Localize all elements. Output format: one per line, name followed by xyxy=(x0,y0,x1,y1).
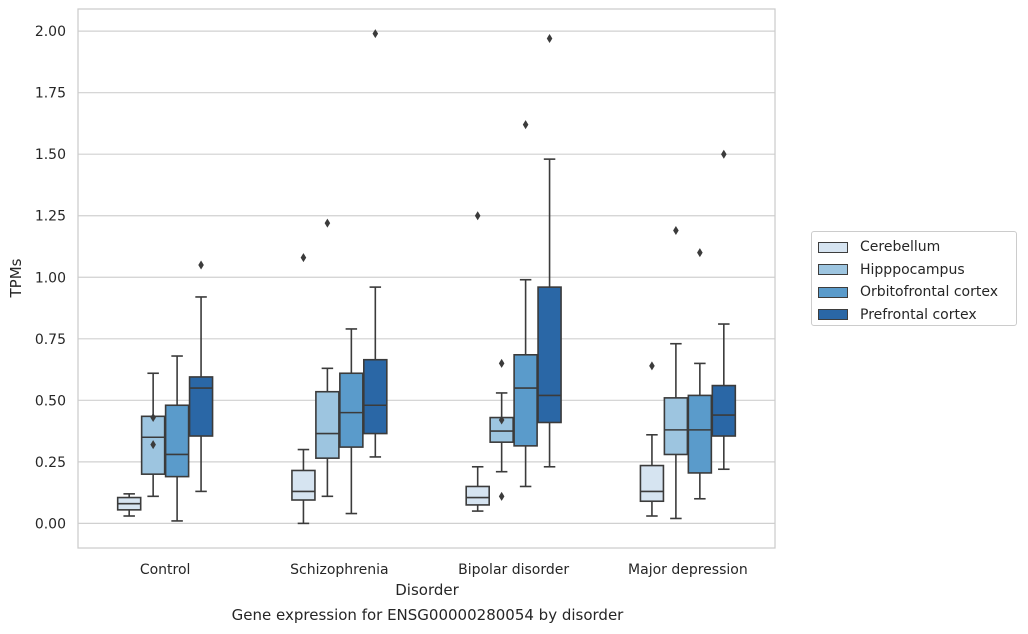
x-tick-label: Control xyxy=(140,562,191,578)
y-tick-label: 0.50 xyxy=(35,393,66,409)
box-iqr xyxy=(291,469,316,501)
outlier-point xyxy=(150,440,156,450)
y-tick-label: 0.00 xyxy=(35,516,66,532)
outlier-point xyxy=(300,253,307,263)
legend-item: Prefrontal cortex xyxy=(818,304,1010,327)
x-tick-label: Major depression xyxy=(628,562,748,578)
outlier-point xyxy=(372,29,379,39)
box-iqr xyxy=(639,464,665,503)
box-prefrontal-cortex xyxy=(537,34,562,468)
legend: Cerebellum Hipppocampus Orbitofrontal cort… xyxy=(811,231,1017,326)
y-tick-label: 2.00 xyxy=(35,24,66,40)
x-tick-label: Bipolar disorder xyxy=(458,562,569,578)
box-iqr xyxy=(663,397,689,456)
box-cerebellum xyxy=(116,493,142,517)
x-tick-label: Schizophrenia xyxy=(290,562,388,578)
outlier-point xyxy=(721,149,727,159)
y-tick-label: 1.75 xyxy=(35,86,66,102)
box-orbitofrontal-cortex xyxy=(513,120,538,488)
outlier-point xyxy=(697,248,703,258)
box-prefrontal-cortex xyxy=(188,260,214,493)
legend-item: Hipppocampus xyxy=(818,259,1010,282)
box-orbitofrontal-cortex xyxy=(164,355,190,522)
outlier-point xyxy=(150,413,156,423)
box-hipppocampus xyxy=(315,218,340,498)
outlier-point xyxy=(546,34,553,44)
y-tick-label: 0.25 xyxy=(35,455,66,471)
y-tick-labels: 0.00 0.25 0.50 0.75 1.00 1.25 1.50 1.75 2.00 xyxy=(35,24,66,532)
box-cerebellum xyxy=(639,361,665,517)
legend-swatch xyxy=(818,241,848,253)
outlier-point xyxy=(498,415,505,425)
box-iqr xyxy=(164,404,190,478)
box-iqr xyxy=(711,384,737,437)
box-iqr xyxy=(339,372,364,448)
box-hipppocampus xyxy=(489,358,514,501)
y-tick-label: 1.50 xyxy=(35,147,66,163)
y-axis-label: TPMs xyxy=(7,258,25,298)
legend-label: Cerebellum xyxy=(860,239,941,256)
box-cerebellum xyxy=(465,211,490,512)
outlier-point xyxy=(474,211,481,221)
box-orbitofrontal-cortex xyxy=(687,248,713,500)
box-iqr xyxy=(363,358,388,435)
y-tick-label: 1.00 xyxy=(35,270,66,286)
outlier-point xyxy=(198,260,204,270)
box-hipppocampus xyxy=(140,372,166,498)
x-tick-labels: Control Schizophrenia Bipolar disorder Majo… xyxy=(140,562,748,578)
box-iqr xyxy=(188,376,214,437)
legend-swatch xyxy=(818,286,848,298)
outlier-point xyxy=(324,218,331,228)
box-prefrontal-cortex xyxy=(363,29,388,458)
y-tick-label: 1.25 xyxy=(35,209,66,225)
y-tick-label: 0.75 xyxy=(35,332,66,348)
legend-label: Orbitofrontal cortex xyxy=(860,284,998,301)
box-orbitofrontal-cortex xyxy=(339,328,364,515)
legend-swatch xyxy=(818,309,848,321)
legend-item: Orbitofrontal cortex xyxy=(818,281,1010,304)
box-iqr xyxy=(513,353,538,447)
outlier-point xyxy=(673,226,679,236)
legend-label: Prefrontal cortex xyxy=(860,306,977,323)
outlier-point xyxy=(498,358,505,368)
box-iqr xyxy=(465,485,490,506)
box-series xyxy=(116,29,737,525)
box-iqr xyxy=(687,394,713,474)
box-hipppocampus xyxy=(663,226,689,520)
box-iqr xyxy=(537,286,562,424)
outlier-point xyxy=(522,120,529,130)
plot-frame xyxy=(77,8,776,549)
chart-caption: Gene expression for ENSG00000280054 by d… xyxy=(231,606,624,624)
legend-item: Cerebellum xyxy=(818,236,1010,259)
outlier-point xyxy=(649,361,655,371)
legend-label: Hipppocampus xyxy=(860,261,965,278)
box-prefrontal-cortex xyxy=(711,149,737,471)
x-axis-label: Disorder xyxy=(395,581,459,599)
outlier-point xyxy=(498,491,505,501)
box-iqr xyxy=(315,390,340,459)
box-cerebellum xyxy=(291,253,316,525)
legend-swatch xyxy=(818,264,848,276)
